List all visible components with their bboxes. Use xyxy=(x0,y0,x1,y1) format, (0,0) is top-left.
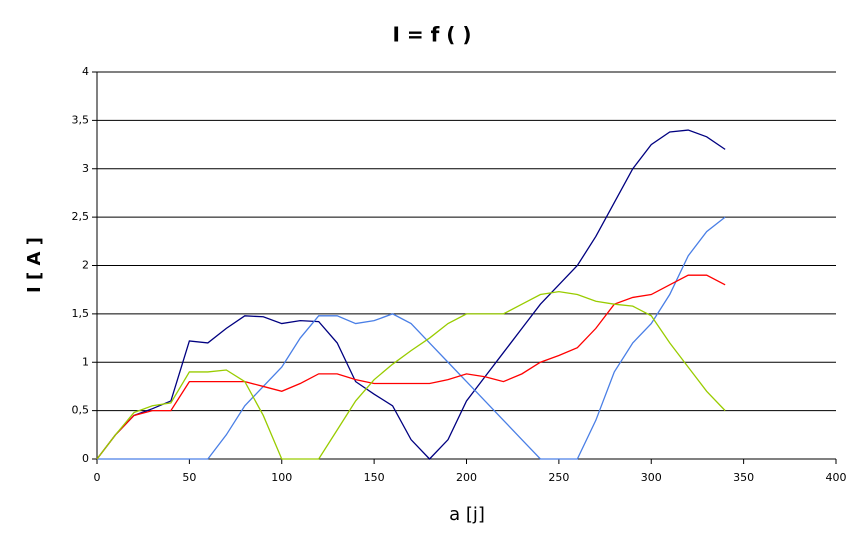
x-tick-label: 50 xyxy=(182,471,196,484)
y-tick-label: 4 xyxy=(82,65,89,78)
x-tick-label: 350 xyxy=(733,471,754,484)
y-axis-label: I [ A ] xyxy=(24,237,45,293)
x-tick-label: 400 xyxy=(826,471,847,484)
x-tick-label: 200 xyxy=(456,471,477,484)
y-tick-label: 3,5 xyxy=(72,113,90,126)
y-tick-label: 3 xyxy=(82,162,89,175)
x-axis-label: a [j] xyxy=(449,504,485,525)
x-tick-label: 100 xyxy=(271,471,292,484)
x-tick-label: 250 xyxy=(548,471,569,484)
series-line xyxy=(97,216,726,460)
y-tick-label: 2 xyxy=(82,259,89,272)
x-tick-label: 150 xyxy=(364,471,385,484)
y-tick-label: 0,5 xyxy=(72,404,90,417)
y-tick-label: 1,5 xyxy=(72,307,90,320)
chart-title: I = f ( ) xyxy=(392,23,471,47)
series-line xyxy=(96,274,726,460)
series-line xyxy=(96,129,726,460)
y-tick-label: 2,5 xyxy=(72,210,90,223)
x-tick-label: 0 xyxy=(94,471,101,484)
series-line xyxy=(96,290,726,460)
y-tick-label: 1 xyxy=(82,355,89,368)
x-tick-label: 300 xyxy=(641,471,662,484)
y-tick-label: 0 xyxy=(82,452,89,465)
